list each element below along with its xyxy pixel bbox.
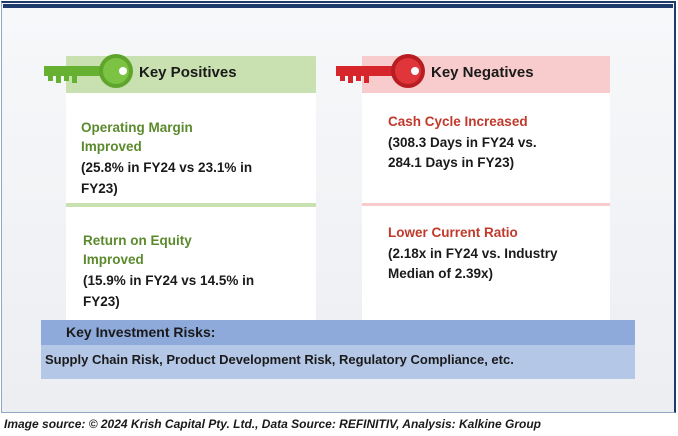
- negative-1-desc-line2: 284.1 Days in FY23): [388, 155, 515, 170]
- image-source-caption: Image source: © 2024 Krish Capital Pty. …: [4, 417, 541, 431]
- top-border-bar: [3, 4, 673, 8]
- green-key-icon: [44, 54, 133, 88]
- positive-2-desc-line2: FY23): [83, 294, 120, 309]
- positive-1-desc-line2: FY23): [81, 181, 118, 196]
- positive-1-title-line1: Operating Margin: [81, 120, 193, 135]
- negatives-divider: [362, 203, 610, 206]
- positives-header-title: Key Positives: [139, 64, 237, 81]
- positives-divider: [66, 203, 316, 207]
- positive-2-title-line2: Improved: [83, 252, 144, 267]
- negative-1-title: Cash Cycle Increased: [388, 114, 528, 129]
- risks-header: Key Investment Risks:: [41, 320, 635, 345]
- negatives-column: [362, 56, 610, 326]
- positive-2-title-line1: Return on Equity: [83, 233, 192, 248]
- positive-1-title-line2: Improved: [81, 139, 142, 154]
- risks-body: Supply Chain Risk, Product Development R…: [41, 345, 635, 379]
- negative-2-title: Lower Current Ratio: [388, 225, 518, 240]
- negative-2-desc-line2: Median of 2.39x): [388, 266, 494, 281]
- positive-2-desc-line1: (15.9% in FY24 vs 14.5% in: [83, 273, 255, 288]
- positives-column: [66, 56, 316, 326]
- positive-1-desc-line1: (25.8% in FY24 vs 23.1% in: [81, 160, 253, 175]
- negative-2-desc-line1: (2.18x in FY24 vs. Industry: [388, 246, 558, 261]
- negative-1-desc-line1: (308.3 Days in FY24 vs.: [388, 135, 537, 150]
- red-key-icon: [336, 54, 425, 88]
- negatives-header-title: Key Negatives: [431, 64, 534, 81]
